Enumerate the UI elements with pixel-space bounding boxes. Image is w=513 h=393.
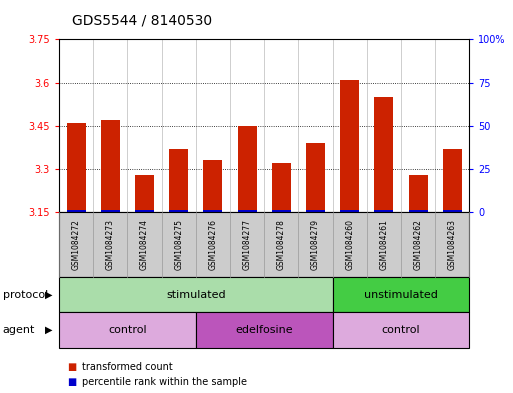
- Text: GSM1084279: GSM1084279: [311, 219, 320, 270]
- Text: GSM1084272: GSM1084272: [72, 219, 81, 270]
- Bar: [101, 209, 120, 212]
- Text: GSM1084273: GSM1084273: [106, 219, 115, 270]
- Text: transformed count: transformed count: [82, 362, 173, 373]
- Text: GSM1084260: GSM1084260: [345, 219, 354, 270]
- Text: stimulated: stimulated: [166, 290, 226, 300]
- Bar: [306, 209, 325, 212]
- Text: GSM1084278: GSM1084278: [277, 219, 286, 270]
- Text: GSM1084275: GSM1084275: [174, 219, 183, 270]
- Text: control: control: [382, 325, 420, 335]
- Bar: [340, 209, 359, 212]
- Text: control: control: [108, 325, 147, 335]
- Bar: [238, 209, 256, 212]
- Bar: [443, 149, 462, 212]
- Text: ■: ■: [67, 377, 76, 387]
- Bar: [443, 209, 462, 212]
- Text: GSM1084261: GSM1084261: [380, 219, 388, 270]
- Text: edelfosine: edelfosine: [235, 325, 293, 335]
- Bar: [306, 143, 325, 212]
- Text: unstimulated: unstimulated: [364, 290, 438, 300]
- Text: ▶: ▶: [45, 290, 52, 300]
- Bar: [204, 160, 222, 212]
- Bar: [409, 209, 427, 212]
- Bar: [340, 80, 359, 212]
- Text: protocol: protocol: [3, 290, 48, 300]
- Bar: [67, 123, 86, 212]
- Bar: [135, 209, 154, 212]
- Bar: [238, 126, 256, 212]
- Bar: [272, 163, 291, 212]
- Bar: [101, 120, 120, 212]
- Text: GDS5544 / 8140530: GDS5544 / 8140530: [72, 13, 212, 28]
- Text: ▶: ▶: [45, 325, 52, 335]
- Text: ■: ■: [67, 362, 76, 373]
- Text: percentile rank within the sample: percentile rank within the sample: [82, 377, 247, 387]
- Bar: [169, 149, 188, 212]
- Bar: [169, 209, 188, 212]
- Bar: [374, 97, 393, 212]
- Text: GSM1084274: GSM1084274: [140, 219, 149, 270]
- Text: GSM1084263: GSM1084263: [448, 219, 457, 270]
- Text: agent: agent: [3, 325, 35, 335]
- Bar: [204, 209, 222, 212]
- Bar: [272, 209, 291, 212]
- Bar: [67, 209, 86, 212]
- Bar: [374, 209, 393, 212]
- Bar: [135, 175, 154, 212]
- Text: GSM1084262: GSM1084262: [413, 219, 423, 270]
- Bar: [409, 175, 427, 212]
- Text: GSM1084276: GSM1084276: [208, 219, 218, 270]
- Text: GSM1084277: GSM1084277: [243, 219, 251, 270]
